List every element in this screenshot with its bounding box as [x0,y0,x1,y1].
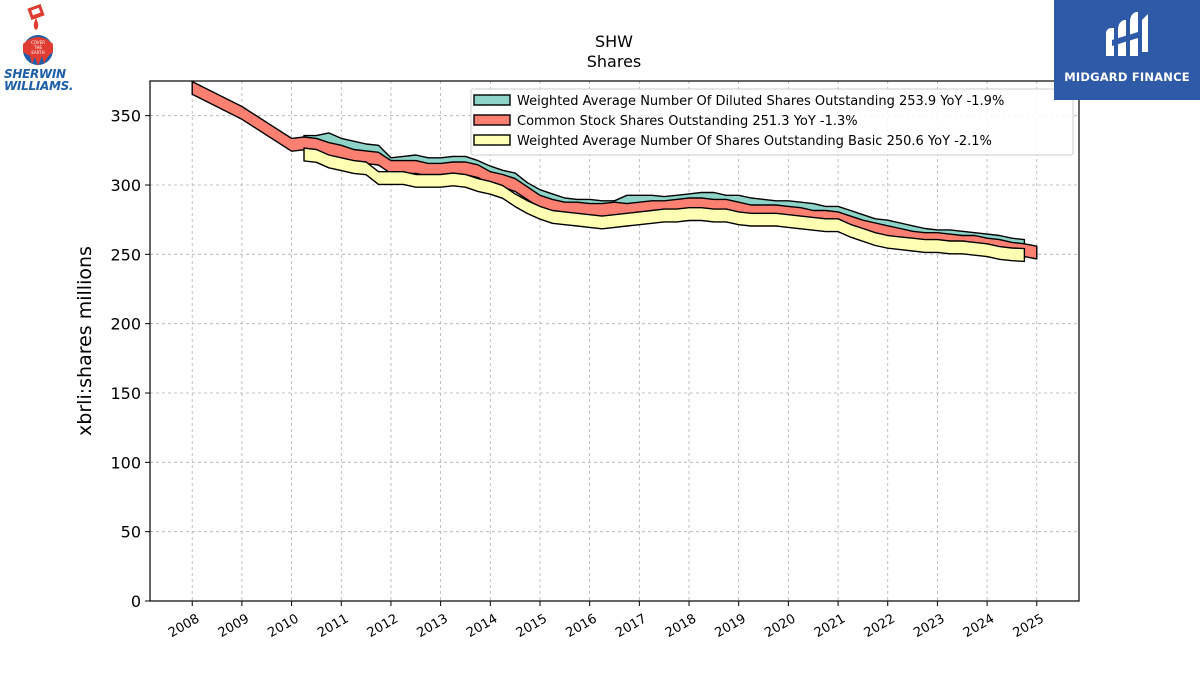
svg-text:COVER: COVER [31,40,45,45]
x-tick-label: 2014 [464,611,500,641]
y-tick-label: 300 [110,176,141,195]
y-tick-label: 200 [110,315,141,334]
legend-label: Weighted Average Number Of Diluted Share… [517,94,1004,109]
x-tick-label: 2009 [216,611,252,641]
legend: Weighted Average Number Of Diluted Share… [470,88,1074,156]
y-tick-label: 0 [131,592,141,611]
x-tick-label: 2018 [663,611,699,641]
sherwin-williams-wordmark: SHERWIN WILLIAMS. [4,68,74,92]
y-tick-label: 100 [110,453,141,472]
legend-swatch [473,94,511,106]
x-tick-label: 2010 [265,611,301,641]
y-tick-label: 50 [121,523,141,542]
legend-swatch [473,134,511,146]
x-tick-label: 2015 [514,611,550,641]
sherwin-williams-logo: COVER THE EARTH [2,3,74,100]
plot-frame [149,80,1080,602]
cover-the-earth-icon: COVER THE EARTH [23,3,53,66]
x-tick-label: 2021 [812,611,848,641]
midgard-finance-icon [1106,12,1148,56]
chart-title: SHW [595,32,633,51]
axis-ticks: 0 50 100 150 200 250 300 350 2008 2009 2010 2011 201… [110,107,1046,641]
svg-text:EARTH: EARTH [31,50,44,55]
x-tick-label: 2008 [166,611,202,641]
x-tick-label: 2022 [862,611,898,641]
x-tick-label: 2017 [613,611,649,641]
legend-label: Common Stock Shares Outstanding 251.3 Yo… [517,114,858,129]
x-tick-label: 2016 [564,611,600,641]
series-band [303,147,1026,263]
brand-name-line2: WILLIAMS. [4,79,74,93]
x-tick-label: 2024 [961,611,997,641]
x-tick-label: 2013 [414,611,450,641]
midgard-finance-badge: MIDGARD FINANCE [1054,0,1200,100]
gridlines [150,81,1079,602]
legend-label: Weighted Average Number Of Shares Outsta… [517,134,992,149]
legend-frame [470,88,1074,156]
x-tick-label: 2023 [911,611,947,641]
y-axis-label: xbrli:shares millions [74,246,96,436]
x-tick-label: 2025 [1011,611,1047,641]
y-tick-label: 150 [110,384,141,403]
x-tick-label: 2012 [365,611,401,641]
brand-name-line1: SHERWIN [4,67,66,81]
x-tick-label: 2020 [762,611,798,641]
x-tick-label: 2019 [713,611,749,641]
series-band [191,80,1038,260]
x-tick-label: 2011 [315,611,351,641]
y-tick-label: 350 [110,107,141,126]
y-tick-label: 250 [110,245,141,264]
badge-label: MIDGARD FINANCE [1064,70,1190,84]
chart-subtitle: Shares [587,52,642,71]
series-areas [191,80,1038,263]
legend-swatch [473,114,511,126]
svg-text:THE: THE [33,45,42,50]
